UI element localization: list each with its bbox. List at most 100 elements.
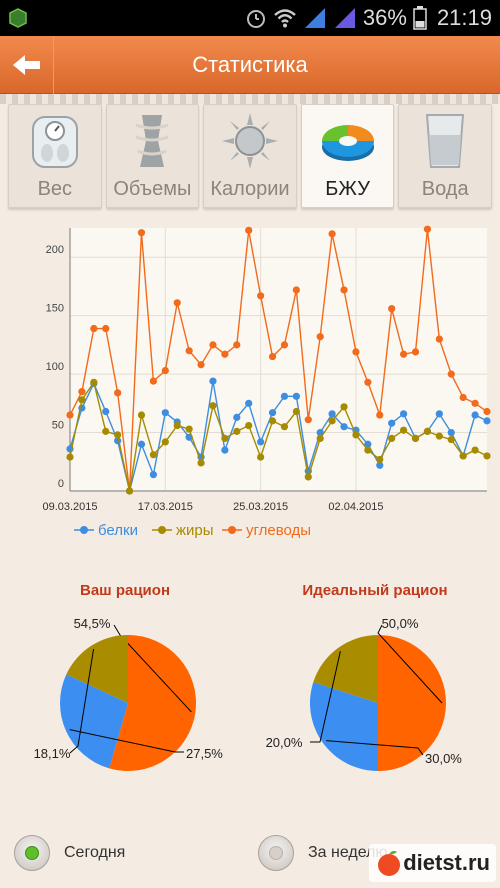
pie-leader-line: [69, 729, 184, 753]
radio-week[interactable]: За неделю: [258, 828, 387, 878]
signal-icon-2: [334, 8, 355, 28]
your-ration-title: Ваш рацион: [79, 582, 170, 599]
data-point: [400, 350, 408, 358]
y-tick-label: 50: [52, 420, 64, 432]
donut-chart-icon: [321, 125, 374, 161]
data-point: [209, 341, 217, 349]
tab-calories[interactable]: Калории: [203, 104, 297, 208]
data-point: [233, 427, 241, 435]
pie-slice: [109, 635, 196, 771]
data-point: [233, 341, 241, 349]
data-point: [411, 434, 420, 442]
scale-icon: [31, 116, 78, 168]
radio-today[interactable]: Сегодня: [14, 828, 125, 878]
data-point: [447, 428, 455, 437]
data-point: [114, 431, 122, 439]
data-point: [292, 286, 300, 294]
legend-marker: [80, 526, 88, 534]
pie-slice-label: 20,0%: [266, 735, 303, 750]
data-point: [102, 324, 110, 333]
wifi-icon: [274, 9, 296, 28]
data-point: [423, 427, 432, 435]
data-point: [245, 399, 253, 407]
data-point: [161, 438, 169, 446]
tab-nutrients[interactable]: БЖУ: [300, 104, 395, 208]
water-glass-icon: [426, 114, 465, 168]
data-point: [364, 440, 372, 448]
data-point: [471, 411, 479, 419]
data-point: [66, 453, 74, 461]
data-point: [137, 440, 146, 448]
back-button[interactable]: [0, 36, 54, 94]
data-point: [221, 434, 229, 442]
data-point: [245, 421, 253, 430]
pie-leader-line: [310, 651, 341, 743]
data-point: [78, 388, 86, 396]
pie-leader-line: [69, 648, 95, 754]
data-point: [197, 361, 205, 369]
battery-percent: 36%: [362, 5, 407, 30]
data-point: [400, 426, 408, 434]
app-notification-icon: [9, 8, 27, 28]
data-point: [197, 459, 205, 467]
radio-today-indicator: [25, 846, 39, 860]
pie-leader-line: [326, 740, 424, 756]
pie-slice: [313, 635, 378, 703]
tab-weight[interactable]: Вес: [8, 104, 102, 208]
your-ration-pie: Ваш рацион 54,5% 27,5% 18,1%: [0, 580, 250, 780]
page-title: Статистика: [192, 52, 308, 77]
apple-logo-icon: [378, 850, 401, 876]
watermark-text: dietst.ru: [403, 850, 490, 875]
clock: 21:19: [436, 5, 492, 30]
ideal-ration-pie: Идеальный рацион 50,0% 30,0% 20,0%: [250, 580, 500, 780]
data-point: [388, 419, 396, 427]
data-point: [471, 399, 479, 407]
data-point: [185, 347, 193, 355]
data-point: [304, 473, 312, 481]
x-tick-label: 25.03.2015: [233, 501, 288, 513]
data-point: [102, 407, 110, 416]
site-watermark: dietst.ru: [369, 844, 496, 882]
radio-week-indicator: [269, 846, 283, 860]
data-point: [423, 225, 432, 233]
header-lace-divider: [0, 94, 500, 104]
radio-week-label: За неделю: [308, 844, 388, 861]
data-point: [221, 446, 229, 454]
data-point: [328, 417, 336, 425]
legend-label: белки: [98, 522, 138, 539]
data-point: [483, 407, 491, 416]
data-point: [435, 410, 443, 418]
tab-water-label: Вода: [421, 178, 469, 200]
data-point: [340, 423, 348, 431]
tab-measurements[interactable]: Объемы: [105, 104, 200, 208]
data-point: [245, 226, 253, 234]
data-point: [483, 452, 491, 460]
body-measure-icon: [135, 115, 169, 167]
data-point: [376, 411, 384, 419]
legend-label: жиры: [176, 522, 214, 539]
data-point: [257, 292, 265, 300]
data-point: [161, 367, 169, 375]
radio-today-button[interactable]: [14, 835, 50, 871]
data-point: [233, 413, 241, 421]
sun-icon: [221, 113, 278, 169]
data-point: [257, 438, 265, 446]
app-header: Статистика: [0, 36, 500, 94]
line-chart-svg: 0 50 100 150 200 09.03.2015 17.03.2015 25.03.20…: [42, 225, 491, 539]
tab-water[interactable]: Вода: [398, 104, 492, 208]
data-point: [388, 305, 396, 313]
pie-slice: [378, 635, 446, 771]
legend-marker: [228, 526, 236, 534]
data-point: [292, 392, 300, 400]
y-tick-label: 200: [46, 244, 64, 256]
data-point: [340, 286, 348, 294]
data-point: [137, 229, 146, 237]
data-point: [66, 411, 74, 419]
data-point: [90, 324, 98, 333]
data-point: [340, 403, 348, 411]
pie-leader-line: [113, 624, 192, 713]
radio-week-button[interactable]: [258, 835, 294, 871]
pie-slice-label: 30,0%: [425, 751, 462, 766]
pie-slice: [66, 635, 128, 703]
data-point: [316, 333, 324, 341]
